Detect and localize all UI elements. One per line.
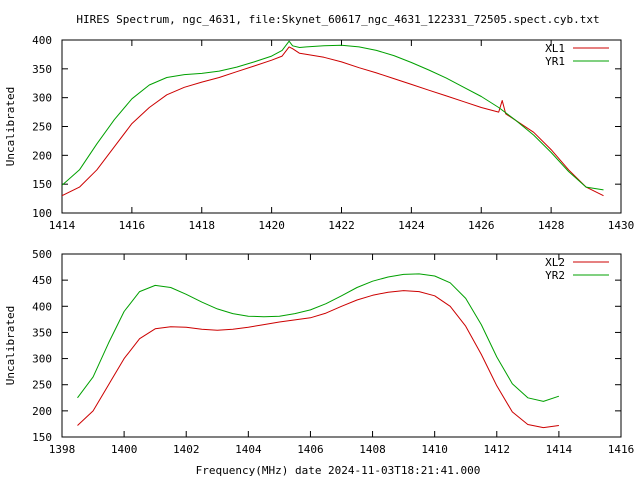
chart-title: HIRES Spectrum, ngc_4631, file:Skynet_60… xyxy=(76,13,599,26)
x-tick-label-2: 1410 xyxy=(421,443,448,456)
legend-label-yr1: YR1 xyxy=(545,55,565,68)
x-tick-label-1: 1430 xyxy=(608,219,635,232)
series-line-xl2 xyxy=(77,290,559,429)
x-tick-label-2: 1400 xyxy=(111,443,138,456)
legend-label-xl2: XL2 xyxy=(545,256,565,269)
plot-frame-1 xyxy=(61,39,622,214)
y-tick-label-2: 350 xyxy=(32,326,52,339)
legend-label-yr2: YR2 xyxy=(545,269,565,282)
y-axis-label-2: Uncalibrated xyxy=(4,306,17,385)
x-tick-label-2: 1412 xyxy=(484,443,511,456)
plot-frame-2 xyxy=(61,253,622,438)
x-tick-label-2: 1408 xyxy=(359,443,386,456)
y-tick-label-2: 400 xyxy=(32,300,52,313)
x-tick-label-1: 1414 xyxy=(49,219,76,232)
y-tick-label-2: 250 xyxy=(32,379,52,392)
y-tick-label-1: 350 xyxy=(32,63,52,76)
x-tick-label-1: 1428 xyxy=(538,219,565,232)
y-tick-label-2: 450 xyxy=(32,274,52,287)
x-tick-label-1: 1422 xyxy=(328,219,355,232)
x-tick-label-2: 1406 xyxy=(297,443,324,456)
series-line-yr1 xyxy=(62,40,604,191)
chart-panel-2: 1398 1400 1402 1404 1406 1408 1410 1412 1414 1416… xyxy=(4,248,634,456)
x-tick-label-1: 1416 xyxy=(119,219,146,232)
y-axis-label-1: Uncalibrated xyxy=(4,87,17,166)
chart-panels: 1414 1416 1418 1420 1422 1424 1426 1428 14301001… xyxy=(4,34,634,456)
y-tick-label-1: 250 xyxy=(32,121,52,134)
bottom-x-axis-label: Frequency(MHz) date 2024-11-03T18:21:41.… xyxy=(196,464,481,477)
y-tick-label-1: 150 xyxy=(32,178,52,191)
x-tick-label-1: 1426 xyxy=(468,219,495,232)
y-tick-label-2: 500 xyxy=(32,248,52,261)
chart-panel-1: 1414 1416 1418 1420 1422 1424 1426 1428 1430 100 1… xyxy=(4,34,634,232)
legend-label-xl1: XL1 xyxy=(545,42,565,55)
x-tick-label-2: 1414 xyxy=(546,443,573,456)
series-line-yr2 xyxy=(77,273,560,402)
y-tick-label-1: 400 xyxy=(32,34,52,47)
y-tick-label-1: 200 xyxy=(32,149,52,162)
series-line-xl1 xyxy=(62,46,604,197)
x-tick-label-2: 1398 xyxy=(49,443,76,456)
y-tick-label-2: 200 xyxy=(32,405,52,418)
x-tick-label-1: 1424 xyxy=(398,219,425,232)
y-tick-label-1: 100 xyxy=(32,207,52,220)
x-tick-label-2: 1416 xyxy=(608,443,635,456)
y-tick-label-2: 300 xyxy=(32,353,52,366)
x-tick-label-2: 1402 xyxy=(173,443,200,456)
y-tick-label-2: 150 xyxy=(32,431,52,444)
x-tick-label-1: 1420 xyxy=(258,219,285,232)
x-tick-label-2: 1404 xyxy=(235,443,262,456)
x-tick-label-1: 1418 xyxy=(189,219,216,232)
y-tick-label-1: 300 xyxy=(32,92,52,105)
